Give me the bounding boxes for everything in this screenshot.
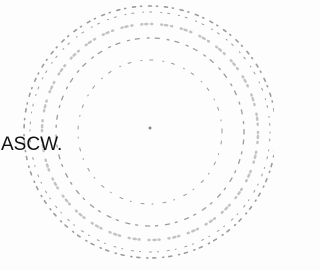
center-dot — [149, 127, 152, 130]
stamp-image: ASCW. — [0, 0, 274, 270]
page: {"stamp": {"text": "ASCW."}} ASCW. (() =… — [0, 0, 274, 270]
stamp-text: ASCW. — [1, 134, 62, 155]
